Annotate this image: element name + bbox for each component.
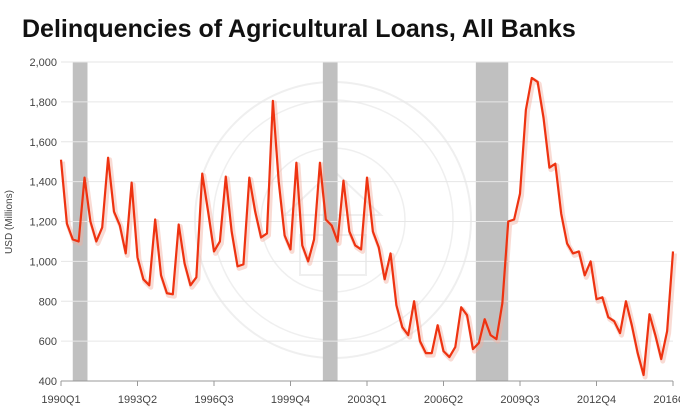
- x-tick-label: 1996Q3: [194, 394, 233, 406]
- y-tick-label: 1,400: [29, 177, 57, 189]
- y-tick-label: 1,000: [29, 256, 57, 268]
- x-tick-label: 1993Q2: [118, 394, 157, 406]
- x-tick-label: 2016Q1: [653, 394, 680, 406]
- x-axis: 1990Q1 1993Q2 1996Q3 1999Q4 2003Q1 2006Q2 2009…: [41, 380, 680, 406]
- x-tick-label: 2012Q4: [577, 394, 616, 406]
- series-line: [59, 76, 675, 377]
- x-tick-label: 1999Q4: [271, 394, 310, 406]
- y-tick-label: 400: [39, 376, 57, 388]
- series-layer: [59, 76, 677, 380]
- grid-lines: [61, 61, 673, 342]
- chart-title: Delinquencies of Agricultural Loans, All…: [22, 15, 576, 43]
- y-tick-label: 2,000: [29, 57, 57, 69]
- y-tick-label: 1,800: [29, 97, 57, 109]
- x-tick-label: 2009Q3: [500, 394, 539, 406]
- y-axis: 400 600 800 1,000 1,200 1,400 1,600 1,800 2,000: [29, 57, 57, 388]
- x-tick-label: 2006Q2: [424, 394, 463, 406]
- y-tick-label: 1,200: [29, 217, 57, 229]
- y-tick-label: 1,600: [29, 137, 57, 149]
- y-tick-label: 600: [39, 336, 57, 348]
- x-tick-label: 2003Q1: [347, 394, 386, 406]
- x-tick-label: 1990Q1: [41, 394, 80, 406]
- y-axis-label: USD (Millions): [4, 190, 15, 254]
- y-tick-label: 800: [39, 296, 57, 308]
